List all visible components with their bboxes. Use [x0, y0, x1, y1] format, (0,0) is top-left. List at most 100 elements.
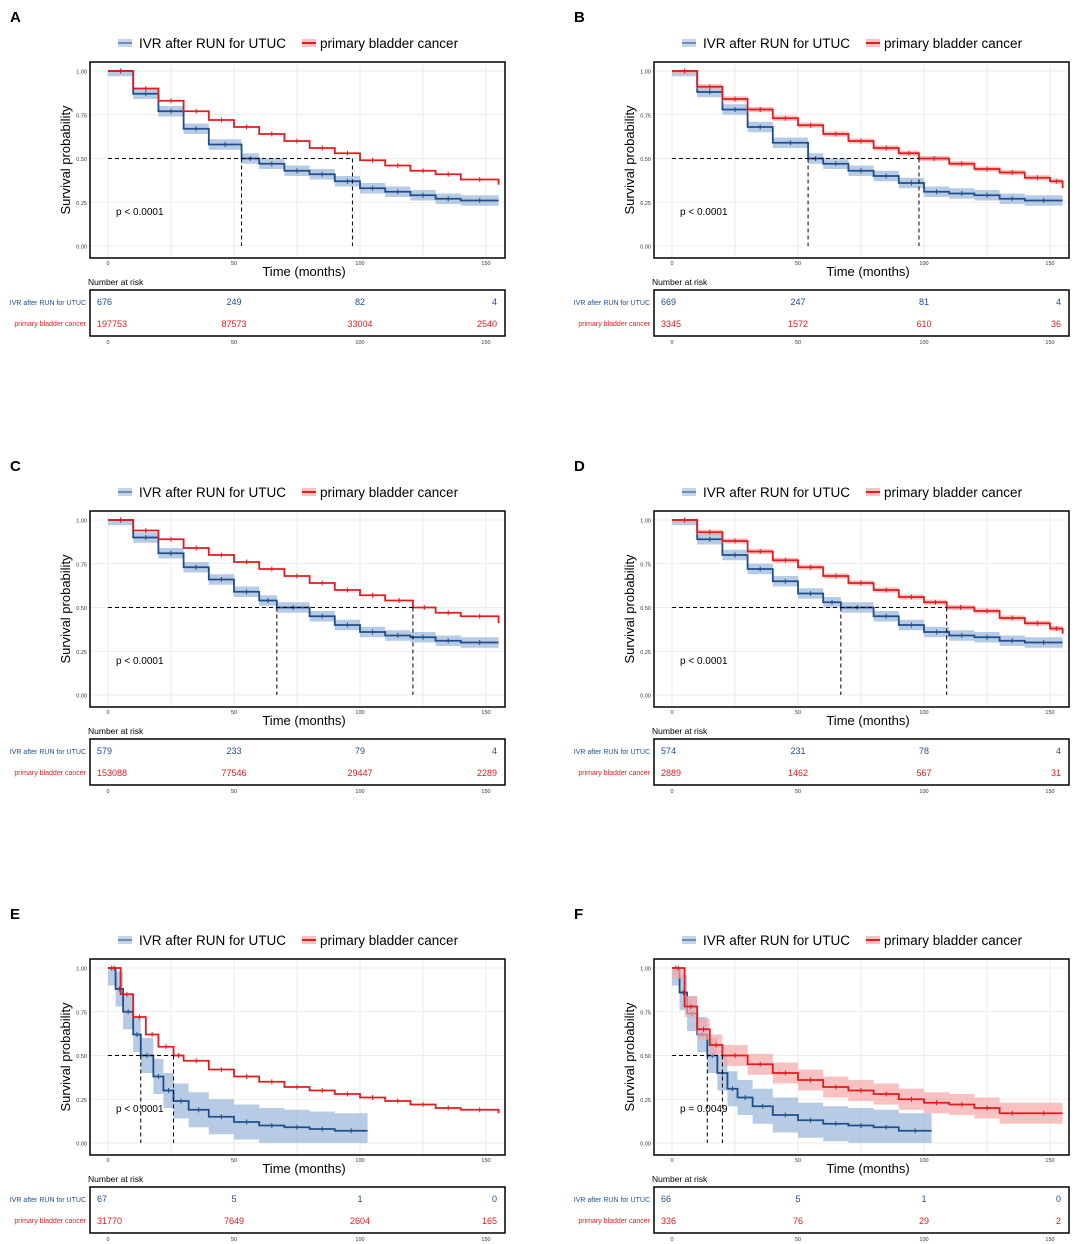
- x-tick-label: 50: [231, 261, 237, 267]
- risk-count-bladder: 31770: [97, 1216, 122, 1226]
- p-value: p < 0.0001: [116, 1104, 164, 1115]
- y-tick-label: 0.25: [76, 1098, 87, 1104]
- panel-label: B: [574, 9, 585, 26]
- risk-count-ivr: 4: [1056, 746, 1061, 756]
- risk-count-bladder: 77546: [221, 768, 246, 778]
- risk-x-tick-label: 50: [231, 789, 237, 795]
- risk-count-bladder: 336: [661, 1216, 676, 1226]
- risk-table: Number at risk IVR after RUN for UTUC prim…: [10, 1174, 506, 1243]
- risk-count-bladder: 165: [482, 1216, 497, 1226]
- ci-band-ivr: [672, 968, 932, 1143]
- risk-count-bladder: 1462: [788, 768, 808, 778]
- plot-frame: [653, 958, 1070, 1156]
- y-axis-title: Survival probability: [622, 105, 637, 215]
- y-tick-label: 0.50: [76, 1054, 87, 1060]
- x-axis-title: Time (months): [262, 713, 345, 728]
- y-tick-label: 0.00: [76, 245, 87, 251]
- risk-row-label-bladder: primary bladder cancer: [578, 1218, 650, 1225]
- legend: IVR after RUN for UTUC primary bladder ca…: [118, 36, 459, 51]
- panel-d: D IVR after RUN for UTUC primary bladder c…: [574, 458, 1070, 795]
- y-tick-label: 1.00: [640, 967, 651, 973]
- y-tick-label: 0.75: [640, 113, 651, 119]
- series-bladder: [108, 965, 500, 1114]
- risk-count-bladder: 610: [916, 319, 931, 329]
- risk-row-label-ivr: IVR after RUN for UTUC: [574, 749, 650, 756]
- x-tick-label: 0: [670, 261, 673, 267]
- panel-c: C IVR after RUN for UTUC primary bladder c…: [10, 458, 506, 795]
- y-tick-label: 0.00: [640, 245, 651, 251]
- risk-count-ivr: 4: [492, 746, 497, 756]
- risk-x-tick-label: 0: [670, 789, 673, 795]
- risk-row-label-ivr: IVR after RUN for UTUC: [574, 1197, 650, 1204]
- risk-count-ivr: 5: [231, 1194, 236, 1204]
- risk-table: Number at risk IVR after RUN for UTUC prim…: [574, 1174, 1070, 1243]
- survival-curve-ivr: [108, 70, 499, 202]
- risk-table-title: Number at risk: [652, 277, 708, 287]
- legend-ivr-swatch: [682, 488, 696, 496]
- y-tick-label: 0.00: [76, 694, 87, 700]
- risk-x-tick-label: 100: [919, 340, 928, 346]
- x-tick-label: 0: [106, 710, 109, 716]
- p-value: p < 0.0001: [116, 207, 164, 218]
- risk-row-label-ivr: IVR after RUN for UTUC: [574, 300, 650, 307]
- panel-e: E IVR after RUN for UTUC primary bladder c…: [10, 906, 506, 1243]
- x-tick-label: 150: [481, 261, 490, 267]
- legend: IVR after RUN for UTUC primary bladder ca…: [118, 485, 459, 500]
- risk-table-frame: [89, 738, 506, 786]
- risk-count-bladder: 153088: [97, 768, 127, 778]
- legend: IVR after RUN for UTUC primary bladder ca…: [682, 485, 1023, 500]
- plot-frame: [89, 61, 506, 259]
- risk-count-ivr: 574: [661, 746, 676, 756]
- risk-x-tick-label: 50: [231, 340, 237, 346]
- x-tick-label: 150: [1045, 1158, 1054, 1164]
- risk-count-ivr: 79: [355, 746, 365, 756]
- legend: IVR after RUN for UTUC primary bladder ca…: [118, 933, 459, 948]
- panel-f: F IVR after RUN for UTUC primary bladder c…: [574, 906, 1070, 1243]
- median-lines: [108, 158, 353, 246]
- x-axis-title: Time (months): [262, 264, 345, 279]
- legend-ivr-swatch: [682, 936, 696, 944]
- y-tick-label: 0.75: [76, 1010, 87, 1016]
- legend-ivr-label: IVR after RUN for UTUC: [139, 933, 286, 948]
- risk-x-tick-label: 50: [795, 1237, 801, 1243]
- x-tick-label: 100: [355, 1158, 364, 1164]
- x-tick-label: 0: [670, 1158, 673, 1164]
- risk-row-label-bladder: primary bladder cancer: [578, 770, 650, 777]
- risk-table-title: Number at risk: [652, 1174, 708, 1184]
- legend: IVR after RUN for UTUC primary bladder ca…: [682, 36, 1023, 51]
- legend: IVR after RUN for UTUC primary bladder ca…: [682, 933, 1023, 948]
- risk-table: Number at risk IVR after RUN for UTUC prim…: [574, 277, 1070, 346]
- risk-table-title: Number at risk: [88, 277, 144, 287]
- ci-band-bladder: [672, 968, 1063, 1124]
- panel-label: D: [574, 458, 585, 475]
- risk-count-bladder: 33004: [347, 319, 372, 329]
- survival-curve-bladder: [672, 70, 1064, 189]
- survival-curve-bladder: [108, 519, 500, 624]
- y-tick-label: 0.50: [76, 157, 87, 163]
- legend-ivr-swatch: [118, 488, 132, 496]
- x-tick-label: 0: [106, 261, 109, 267]
- y-tick-label: 0.75: [76, 113, 87, 119]
- x-axis-title: Time (months): [826, 713, 909, 728]
- legend-ivr-label: IVR after RUN for UTUC: [139, 36, 286, 51]
- risk-x-tick-label: 100: [355, 1237, 364, 1243]
- panel-b: B IVR after RUN for UTUC primary bladder c…: [574, 9, 1070, 346]
- risk-count-ivr: 66: [661, 1194, 671, 1204]
- panel-label: A: [10, 9, 21, 26]
- y-tick-label: 0.75: [76, 562, 87, 568]
- y-axis-title: Survival probability: [58, 105, 73, 215]
- series-bladder: [672, 68, 1064, 191]
- risk-count-ivr: 81: [919, 297, 929, 307]
- series-ivr: [108, 68, 499, 206]
- x-tick-label: 50: [231, 710, 237, 716]
- risk-count-ivr: 67: [97, 1194, 107, 1204]
- risk-count-bladder: 197753: [97, 319, 127, 329]
- risk-x-tick-label: 150: [1045, 1237, 1054, 1243]
- risk-x-tick-label: 100: [919, 1237, 928, 1243]
- risk-count-ivr: 249: [226, 297, 241, 307]
- x-axis-title: Time (months): [826, 1161, 909, 1176]
- x-tick-label: 50: [231, 1158, 237, 1164]
- risk-table-title: Number at risk: [652, 726, 708, 736]
- risk-x-tick-label: 0: [106, 340, 109, 346]
- risk-x-tick-label: 50: [795, 789, 801, 795]
